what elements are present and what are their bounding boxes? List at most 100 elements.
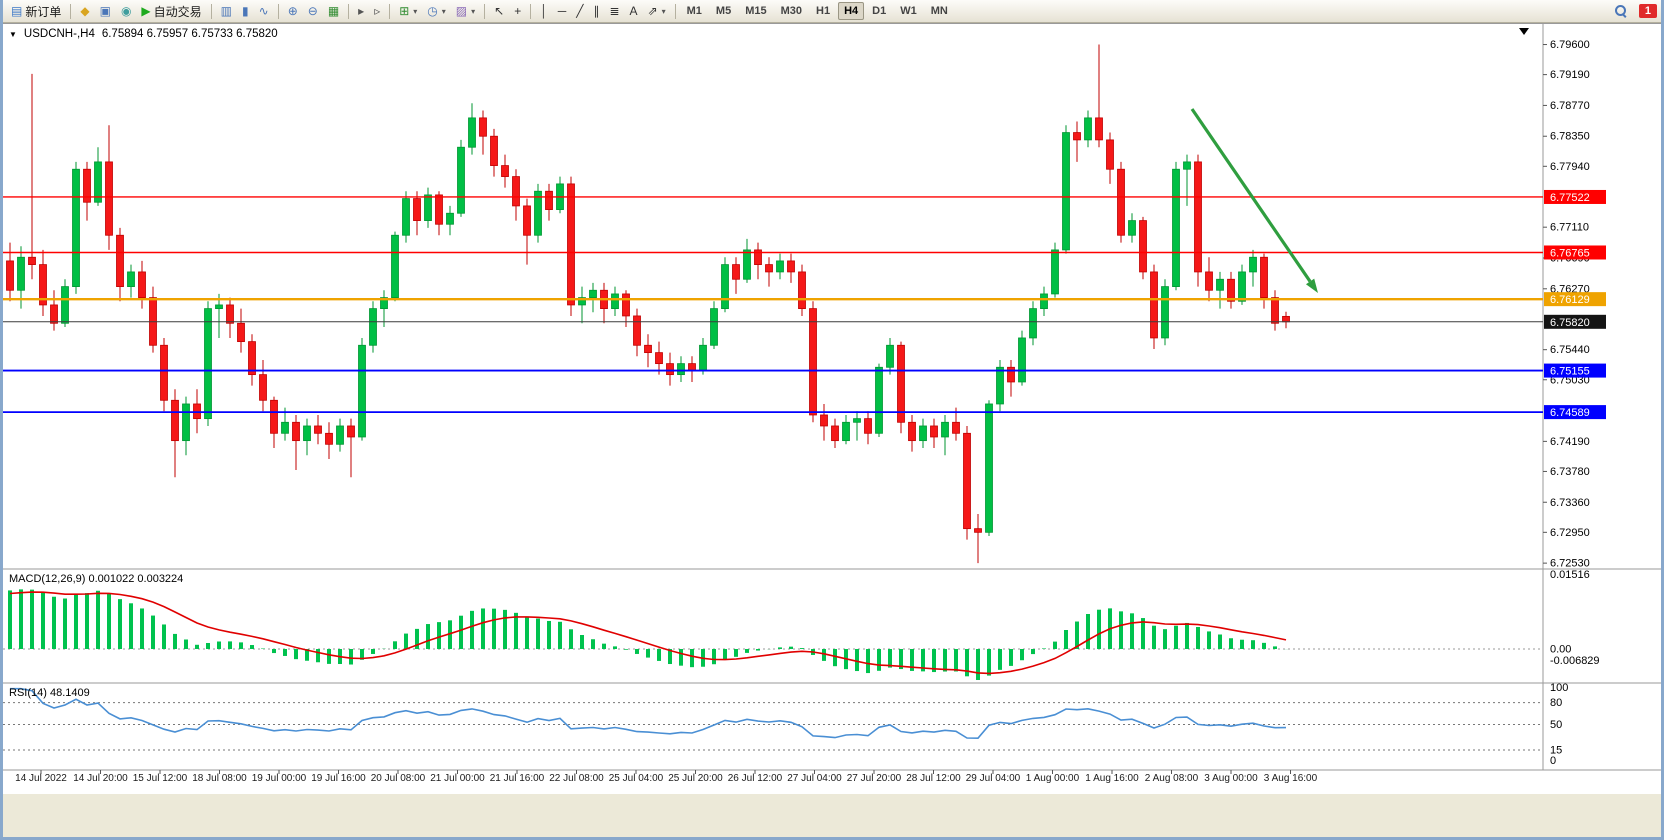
scroll-to-end-icon[interactable] <box>1519 28 1529 35</box>
rsi-axis-label: 0 <box>1550 755 1556 767</box>
candle-body <box>589 289 597 299</box>
candle-body <box>897 344 905 423</box>
trend-arrow[interactable] <box>1190 108 1312 283</box>
text-icon[interactable]: A <box>626 1 642 21</box>
chart-symbol-period: USDCNH-,H4 <box>23 28 95 40</box>
candle-body <box>424 194 432 221</box>
candle-body <box>347 425 355 438</box>
timeframe-d1[interactable]: D1 <box>872 5 887 17</box>
candle-body <box>402 198 410 236</box>
price-badge <box>1544 189 1606 204</box>
trendline-icon[interactable]: ╱ <box>572 1 587 21</box>
tile-windows-icon[interactable]: ▦ <box>324 1 343 21</box>
macd-signal-line <box>9 591 1287 675</box>
candle-body <box>644 344 652 354</box>
candle-body <box>633 315 641 346</box>
toolbar-separator <box>530 3 532 19</box>
candle-body <box>512 176 520 207</box>
cursor-icon[interactable]: ↖ <box>490 1 508 21</box>
candle-body <box>677 363 685 376</box>
autotrade-button-label: 自动交易 <box>153 4 202 19</box>
candle-body <box>1051 249 1059 295</box>
timeframe-m30[interactable]: M30 <box>780 5 803 17</box>
zoom-out-icon[interactable]: ⊖ <box>304 1 322 21</box>
chart-canvas[interactable]: 6.79600 6.79190 6.78770 6.78350 6.77940 6.771… <box>3 24 1661 794</box>
time-label: 18 Jul 08:00 <box>192 773 247 784</box>
indicators-icon[interactable]: ⊞ ▾ <box>395 1 421 21</box>
candle-body <box>578 297 586 306</box>
candle-body <box>435 194 443 225</box>
macd-axis-label: 0.00 <box>1550 644 1571 656</box>
rsi-axis-label: 80 <box>1550 697 1562 709</box>
time-label: 2 Aug 08:00 <box>1145 773 1199 784</box>
candle-body <box>94 161 102 203</box>
profile-icon[interactable]: ◉ <box>117 1 135 21</box>
horizontal-line-icon[interactable]: ─ <box>554 1 571 21</box>
candle-body <box>1161 286 1169 339</box>
autotrade-button[interactable]: ▶ 自动交易 <box>137 1 205 21</box>
new-order-button[interactable]: ▤ 新订单 <box>7 1 65 21</box>
alerts-badge[interactable]: 1 <box>1638 4 1657 18</box>
candle-body <box>479 117 487 137</box>
candle-body <box>1150 271 1158 339</box>
timeframe-m1[interactable]: M1 <box>686 5 702 17</box>
candle-body <box>754 249 762 265</box>
arrows-icon[interactable]: ⇗ ▾ <box>644 1 670 21</box>
price-tick-label: 6.79600 <box>1550 39 1590 51</box>
timeframe-m5[interactable]: M5 <box>715 5 732 17</box>
timeframe-h4[interactable]: H4 <box>838 2 865 20</box>
toolbar-separator <box>674 3 676 19</box>
time-label: 22 Jul 08:00 <box>549 773 604 784</box>
channel-icon[interactable]: ∥ <box>589 1 603 21</box>
chart-shift-icon[interactable]: ▹ <box>370 1 384 21</box>
candle-body <box>567 183 575 306</box>
candle-body <box>1238 271 1246 302</box>
search-button[interactable] <box>1611 1 1631 21</box>
candle-body <box>787 260 795 273</box>
candle-body <box>545 190 553 210</box>
fibonacci-icon[interactable]: ≣ <box>605 1 623 21</box>
autotrade-icon: ▶ <box>141 4 151 18</box>
periods-icon[interactable]: ◷ ▾ <box>423 1 450 21</box>
zoom-in-icon[interactable]: ⊕ <box>284 1 302 21</box>
candle-body <box>160 344 168 401</box>
charts-window-icon[interactable]: ▣ <box>96 1 115 21</box>
timeframe-w1[interactable]: W1 <box>900 5 917 17</box>
candle-body <box>171 399 179 442</box>
price-tick-label: 6.73360 <box>1550 497 1590 509</box>
price-badge-label: 6.76129 <box>1550 294 1590 306</box>
candle-body <box>743 249 751 280</box>
candle-body <box>985 403 993 533</box>
candle-body <box>864 418 872 434</box>
candle-body <box>820 414 828 427</box>
candle-body <box>1271 297 1279 324</box>
favorites-icon[interactable]: ◆ <box>76 1 93 21</box>
candle-body <box>138 271 146 299</box>
candle-body <box>1183 161 1191 170</box>
crosshair-icon[interactable]: + <box>510 1 525 21</box>
candle-body <box>1073 132 1081 141</box>
new-order-button-label: 新订单 <box>25 4 62 19</box>
macd-axis-label: -0.006829 <box>1550 655 1600 667</box>
bar-chart-icon[interactable]: ▥ <box>217 1 236 21</box>
timeframe-mn[interactable]: MN <box>930 5 948 17</box>
time-label: 19 Jul 00:00 <box>252 773 307 784</box>
candle-body <box>1117 168 1125 236</box>
templates-icon[interactable]: ▨ ▾ <box>452 1 479 21</box>
chevron-down-icon: ▾ <box>661 6 666 16</box>
candle-body <box>809 308 817 416</box>
candle-body <box>182 403 190 442</box>
bar-chart-icon: ▥ <box>220 4 233 18</box>
auto-scroll-icon: ▸ <box>358 4 365 18</box>
candlestick-chart-icon[interactable]: ▮ <box>238 1 253 21</box>
vertical-line-icon[interactable]: │ <box>536 1 552 21</box>
auto-scroll-icon[interactable]: ▸ <box>354 1 368 21</box>
timeframe-h1[interactable]: H1 <box>816 5 831 17</box>
cursor-icon: ↖ <box>494 4 505 18</box>
symbol-selector-icon[interactable]: ▼ <box>9 29 17 39</box>
candle-body <box>116 234 124 287</box>
rsi-line <box>10 687 1287 740</box>
line-chart-icon[interactable]: ∿ <box>255 1 273 21</box>
timeframe-m15[interactable]: M15 <box>745 5 767 17</box>
price-badge-label: 6.77522 <box>1550 192 1590 204</box>
